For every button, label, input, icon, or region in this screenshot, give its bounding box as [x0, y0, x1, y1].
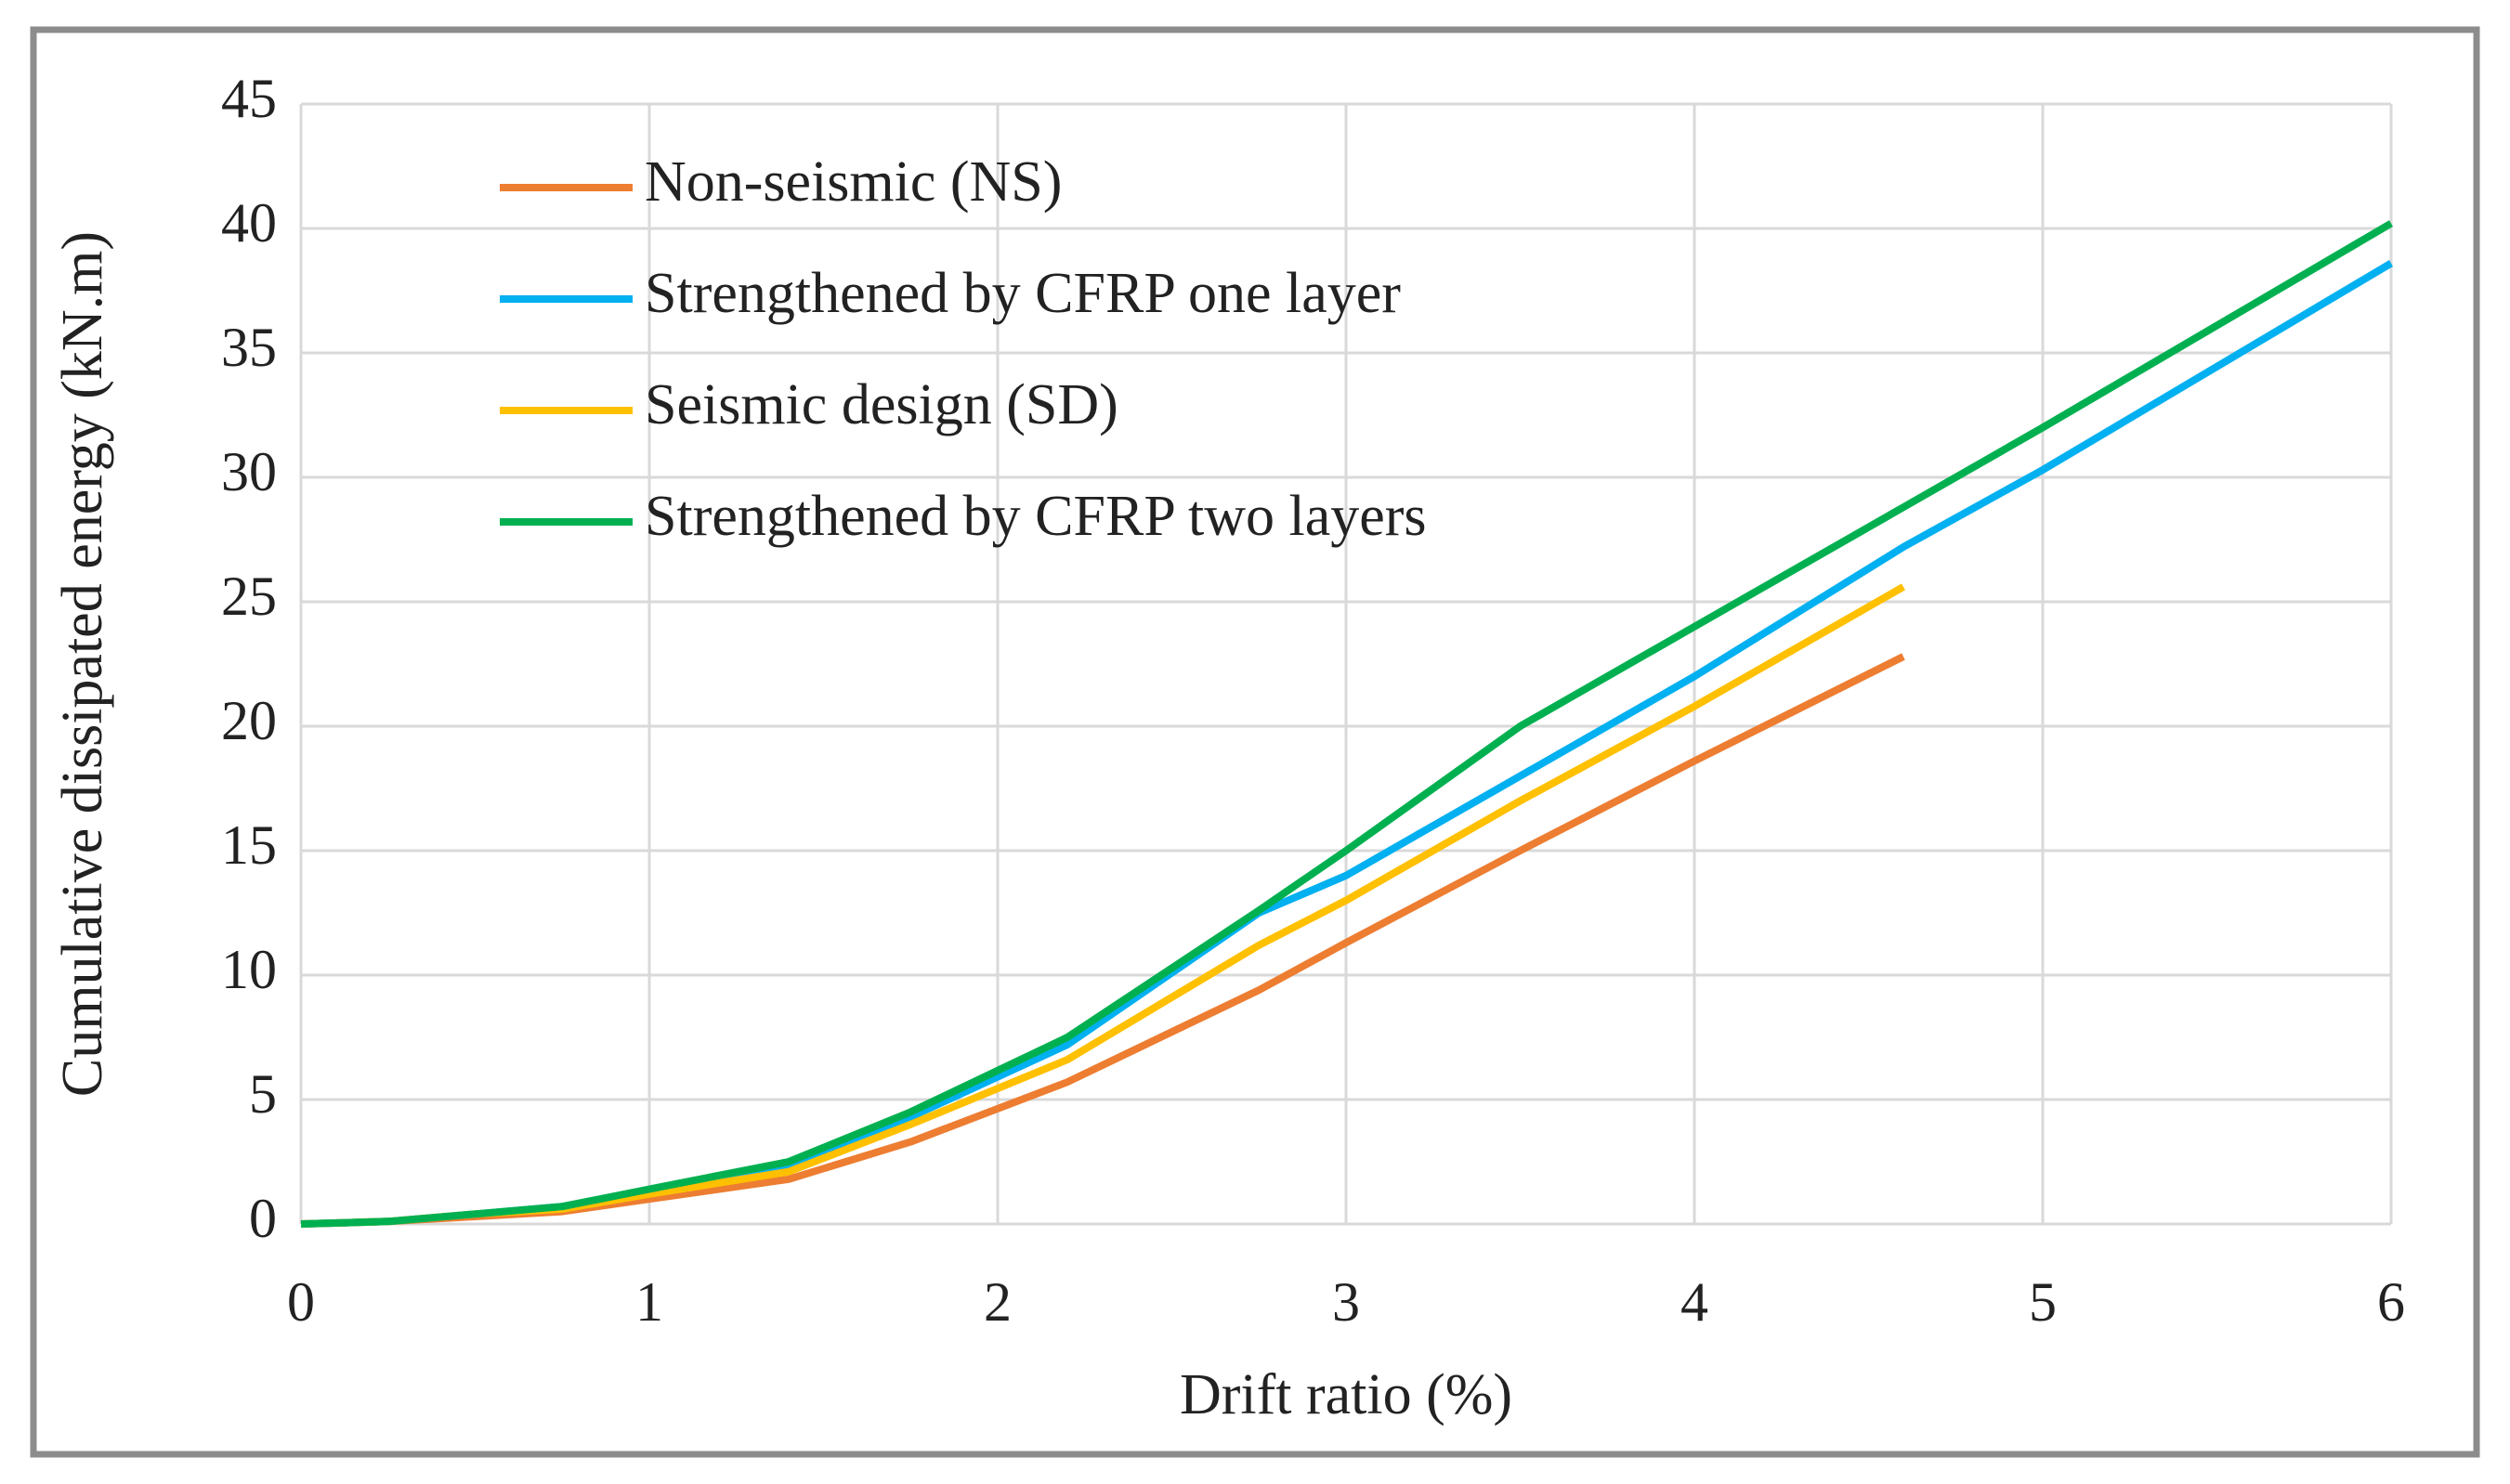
x-axis-title: Drift ratio (%)	[1180, 1363, 1512, 1426]
y-tick-label: 30	[221, 441, 277, 502]
x-tick-label: 5	[2029, 1271, 2057, 1333]
y-tick-label: 10	[221, 939, 277, 1000]
y-tick-label: 40	[221, 192, 277, 254]
legend-label: Strengthened by CFRP one layer	[645, 262, 1401, 325]
x-tick-label: 1	[635, 1271, 663, 1333]
y-tick-label: 25	[221, 566, 277, 627]
y-tick-label: 45	[221, 68, 277, 129]
x-tick-label: 4	[1680, 1271, 1708, 1333]
y-axis-title: Cumulative dissipated energy (kN.m)	[51, 231, 114, 1097]
x-tick-label: 2	[984, 1271, 1012, 1333]
y-tick-label: 20	[221, 690, 277, 751]
y-tick-label: 0	[249, 1188, 277, 1249]
chart-frame	[30, 26, 2480, 1458]
x-tick-label: 0	[287, 1271, 315, 1333]
x-tick-label: 6	[2377, 1271, 2405, 1333]
legend-label: Seismic design (SD)	[645, 373, 1118, 436]
series-line	[300, 220, 2394, 1228]
y-tick-label: 35	[221, 317, 277, 378]
y-tick-label: 5	[249, 1063, 277, 1125]
y-tick-label: 15	[221, 814, 277, 876]
legend-label: Non-seismic (NS)	[645, 150, 1062, 214]
legend-label: Strengthened by CFRP two layers	[645, 485, 1427, 548]
x-tick-label: 3	[1332, 1271, 1360, 1333]
